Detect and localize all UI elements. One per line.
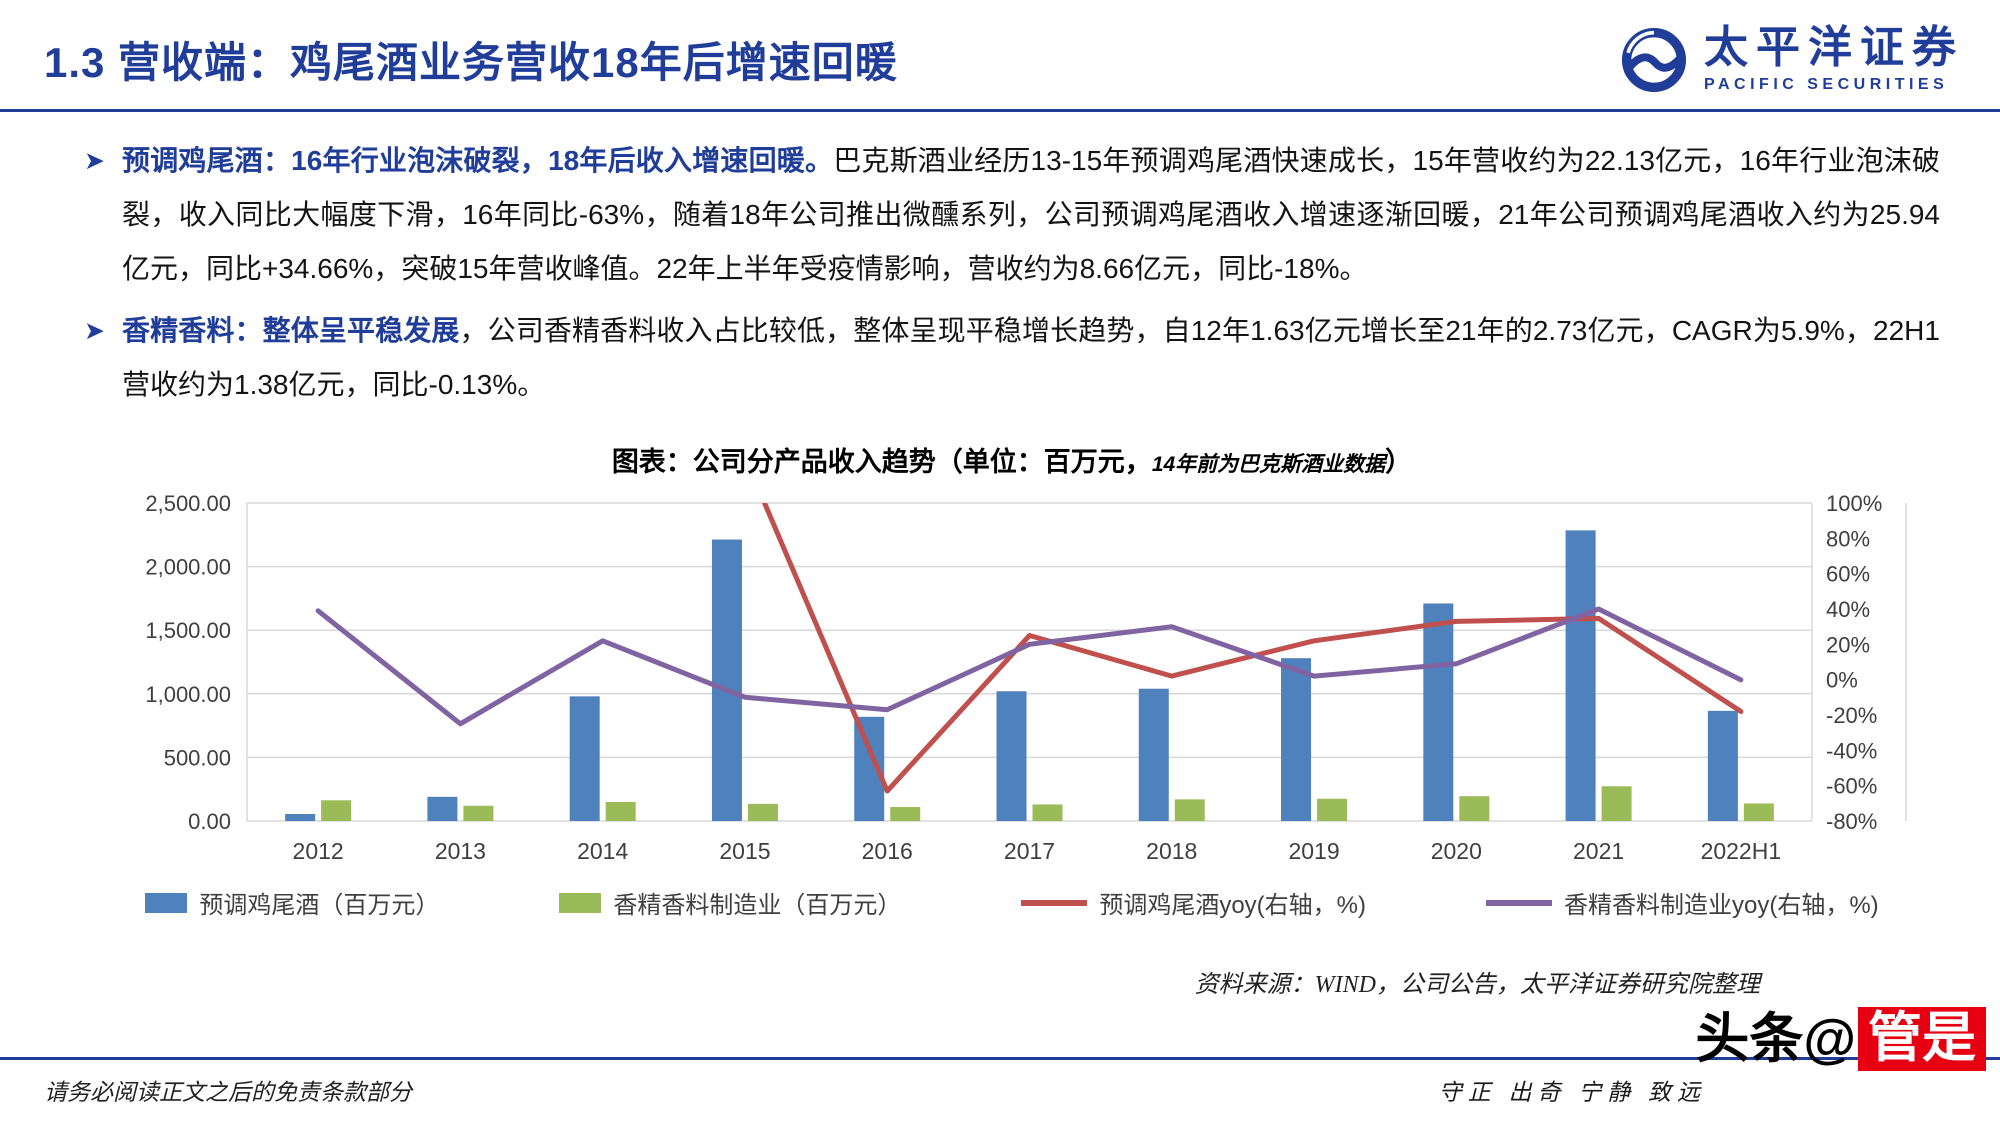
svg-text:2016: 2016 — [862, 838, 913, 864]
svg-text:20%: 20% — [1826, 632, 1870, 657]
combo-chart: 0.00 500.00 1,000.00 1,500.00 2,000.00 2,500.… — [112, 489, 1912, 871]
footer: 请务必阅读正文之后的免责条款部分 守正 出奇 宁静 致远 — [0, 1057, 2000, 1125]
svg-text:2012: 2012 — [293, 838, 344, 864]
bullet-cocktail-lead: 预调鸡尾酒：16年行业泡沫破裂，18年后收入增速回暖。 — [122, 145, 834, 176]
bullet-cocktail-body: 巴克斯酒业经历13-15年预调鸡尾酒快速成长，15年营收约为22.13亿元，16… — [122, 145, 1940, 285]
chart-title-note: 14年前为巴克斯酒业数据 — [1151, 453, 1386, 477]
chart-title-main: 图表：公司分产品收入趋势（单位：百万元， — [611, 447, 1152, 478]
svg-text:-40%: -40% — [1826, 738, 1877, 763]
svg-text:40%: 40% — [1826, 597, 1870, 622]
svg-text:60%: 60% — [1826, 562, 1870, 587]
svg-text:2021: 2021 — [1573, 838, 1624, 864]
svg-text:100%: 100% — [1826, 491, 1882, 516]
svg-text:2,000.00: 2,000.00 — [145, 555, 231, 580]
motto-text: 守正 出奇 宁静 致远 — [1438, 1080, 1706, 1105]
legend-item-cocktail-bar: 预调鸡尾酒（百万元） — [145, 885, 439, 920]
svg-text:0.00: 0.00 — [188, 809, 231, 834]
watermark-badge: 管是 — [1858, 1007, 1986, 1071]
page-title: 1.3 营收端：鸡尾酒业务营收18年后增速回暖 — [44, 39, 898, 86]
header: 1.3 营收端：鸡尾酒业务营收18年后增速回暖 太平洋证券 PACIFIC SE… — [0, 0, 2000, 112]
legend-swatch-flavor-yoy — [1486, 899, 1552, 906]
svg-text:2013: 2013 — [435, 838, 486, 864]
bullet-arrow-icon: ➤ — [84, 317, 105, 346]
legend-label: 预调鸡尾酒（百万元） — [199, 892, 440, 920]
bullet-arrow-icon: ➤ — [84, 147, 105, 175]
content: ➤ 预调鸡尾酒：16年行业泡沫破裂，18年后收入增速回暖。巴克斯酒业经历13-1… — [0, 112, 2000, 999]
watermark-prefix: 头条@ — [1695, 1009, 1856, 1069]
watermark: 头条@ 管是 — [1695, 1007, 1986, 1071]
bullet-flavor-body: ，公司香精香料收入占比较低，整体呈现平稳增长趋势，自12年1.63亿元增长至21… — [122, 315, 1940, 401]
legend-item-flavor-bar: 香精香料制造业（百万元） — [559, 885, 901, 920]
brand-logo: 太平洋证券 PACIFIC SECURITIES — [1618, 24, 1964, 96]
svg-text:2015: 2015 — [719, 838, 770, 864]
svg-text:-80%: -80% — [1826, 809, 1877, 834]
svg-text:2019: 2019 — [1288, 838, 1339, 864]
svg-text:-20%: -20% — [1826, 703, 1877, 728]
svg-text:2020: 2020 — [1431, 838, 1482, 864]
legend-swatch-cocktail-bar — [145, 892, 188, 913]
svg-text:2,500.00: 2,500.00 — [145, 491, 231, 516]
disclaimer-text: 请务必阅读正文之后的免责条款部分 — [44, 1080, 412, 1105]
revenue-combo-chart: 0.00 500.00 1,000.00 1,500.00 2,000.00 2,500.… — [112, 489, 1912, 920]
svg-text:2018: 2018 — [1146, 838, 1197, 864]
svg-text:2014: 2014 — [577, 838, 628, 864]
svg-text:-60%: -60% — [1826, 774, 1877, 799]
bullet-flavor: ➤ 香精香料：整体呈平稳发展，公司香精香料收入占比较低，整体呈现平稳增长趋势，自… — [84, 304, 1940, 412]
chart-legend: 预调鸡尾酒（百万元） 香精香料制造业（百万元） 预调鸡尾酒yoy(右轴，%) 香… — [112, 885, 1912, 920]
legend-item-cocktail-yoy-line: 预调鸡尾酒yoy(右轴，%) — [1021, 885, 1366, 920]
source-note: 资料来源：WIND，公司公告，太平洋证券研究院整理 — [1194, 972, 1760, 999]
svg-text:2022H1: 2022H1 — [1701, 838, 1782, 864]
bullet-flavor-lead: 香精香料：整体呈平稳发展 — [122, 315, 460, 347]
svg-text:80%: 80% — [1826, 526, 1870, 551]
brand-logo-icon — [1621, 27, 1687, 92]
svg-text:2017: 2017 — [1004, 838, 1055, 864]
legend-swatch-cocktail-yoy — [1021, 899, 1088, 906]
brand-name-en: PACIFIC SECURITIES — [1704, 75, 1949, 93]
chart-title: 图表：公司分产品收入趋势（单位：百万元，14年前为巴克斯酒业数据） — [84, 440, 1940, 479]
bullet-cocktail: ➤ 预调鸡尾酒：16年行业泡沫破裂，18年后收入增速回暖。巴克斯酒业经历13-1… — [84, 134, 1940, 296]
legend-label: 香精香料制造业（百万元） — [613, 892, 902, 920]
legend-swatch-flavor-bar — [559, 892, 602, 913]
legend-label: 预调鸡尾酒yoy(右轴，%) — [1099, 892, 1366, 920]
svg-text:0%: 0% — [1826, 668, 1858, 693]
legend-label: 香精香料制造业yoy(右轴，%) — [1564, 892, 1879, 920]
brand-logo-text: 太平洋证券 PACIFIC SECURITIES — [1704, 22, 1964, 94]
svg-text:1,000.00: 1,000.00 — [145, 682, 231, 707]
legend-item-flavor-yoy-line: 香精香料制造业yoy(右轴，%) — [1486, 885, 1879, 920]
svg-text:1,500.00: 1,500.00 — [145, 618, 231, 643]
svg-text:500.00: 500.00 — [164, 746, 231, 771]
brand-name-cn: 太平洋证券 — [1704, 22, 1964, 72]
chart-title-close: ） — [1385, 447, 1413, 478]
bullet-list: ➤ 预调鸡尾酒：16年行业泡沫破裂，18年后收入增速回暖。巴克斯酒业经历13-1… — [84, 134, 1940, 412]
